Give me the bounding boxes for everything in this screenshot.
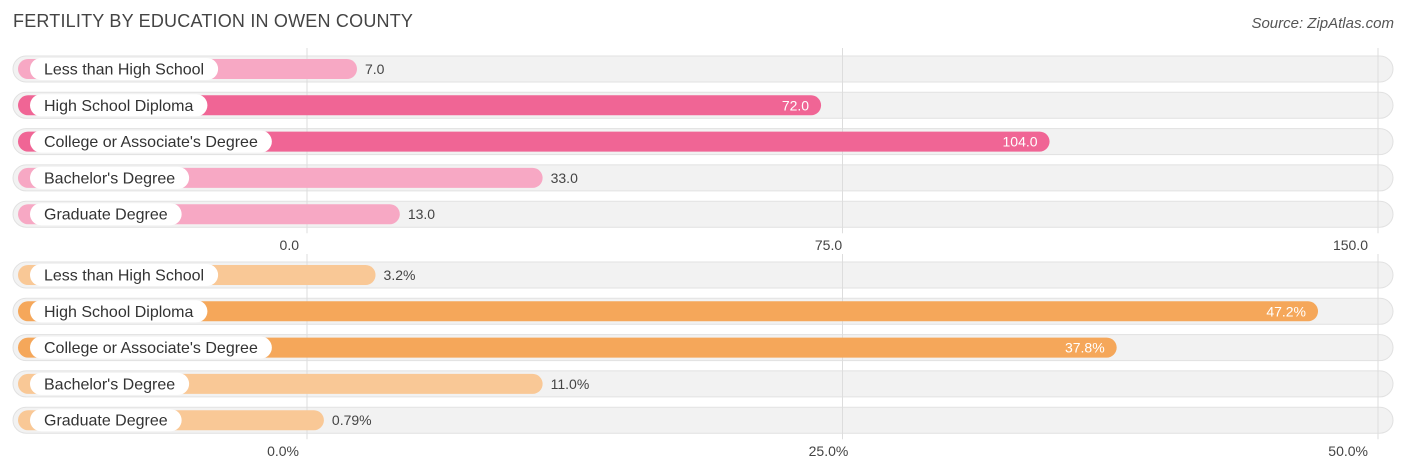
category-label-pill bbox=[30, 336, 272, 359]
value-label: 11.0% bbox=[551, 376, 590, 392]
category-label: Graduate Degree bbox=[44, 207, 168, 224]
bar-track bbox=[12, 406, 1394, 434]
axis-tick-label: 25.0% bbox=[809, 443, 849, 459]
value-label: 13.0 bbox=[408, 206, 435, 222]
category-label-pill bbox=[30, 409, 182, 432]
value-label: 37.8% bbox=[1065, 340, 1105, 356]
value-label: 0.79% bbox=[332, 412, 372, 428]
category-label: College or Associate's Degree bbox=[44, 134, 258, 151]
category-label-pill bbox=[30, 203, 182, 226]
value-label: 7.0 bbox=[365, 61, 385, 77]
category-label-pill bbox=[30, 166, 190, 189]
category-label: Less than High School bbox=[44, 62, 204, 79]
value-label: 3.2% bbox=[384, 267, 416, 283]
value-label: 33.0 bbox=[551, 170, 578, 186]
value-label: 47.2% bbox=[1266, 303, 1306, 319]
value-label: 72.0 bbox=[782, 97, 809, 113]
category-label: College or Associate's Degree bbox=[44, 340, 258, 357]
axis-tick-label: 50.0% bbox=[1328, 443, 1368, 459]
bar bbox=[18, 131, 1050, 152]
category-label-pill bbox=[30, 130, 272, 153]
category-label-pill bbox=[30, 372, 190, 395]
category-label-pill bbox=[30, 94, 208, 117]
category-label-pill bbox=[30, 300, 208, 323]
bar bbox=[18, 337, 1117, 358]
axis-tick-label: 150.0 bbox=[1333, 237, 1368, 253]
chart-title: FERTILITY BY EDUCATION IN OWEN COUNTY bbox=[13, 11, 414, 31]
value-label: 104.0 bbox=[1003, 134, 1038, 150]
category-label: Bachelor's Degree bbox=[44, 170, 175, 187]
bar bbox=[18, 95, 822, 116]
bar-track bbox=[12, 55, 1394, 83]
source-label: Source: ZipAtlas.com bbox=[1251, 15, 1394, 32]
category-label-pill bbox=[30, 264, 219, 286]
category-label: High School Diploma bbox=[44, 304, 194, 321]
category-label: Graduate Degree bbox=[44, 413, 168, 430]
category-label: High School Diploma bbox=[44, 98, 194, 115]
category-label: Less than High School bbox=[44, 268, 204, 285]
axis-tick-label: 0.0 bbox=[280, 237, 300, 253]
bar bbox=[18, 301, 1319, 322]
axis-tick-label: 0.0% bbox=[267, 443, 299, 459]
category-label-pill bbox=[30, 58, 219, 80]
category-label: Bachelor's Degree bbox=[44, 376, 175, 393]
axis-tick-label: 75.0 bbox=[815, 237, 842, 253]
